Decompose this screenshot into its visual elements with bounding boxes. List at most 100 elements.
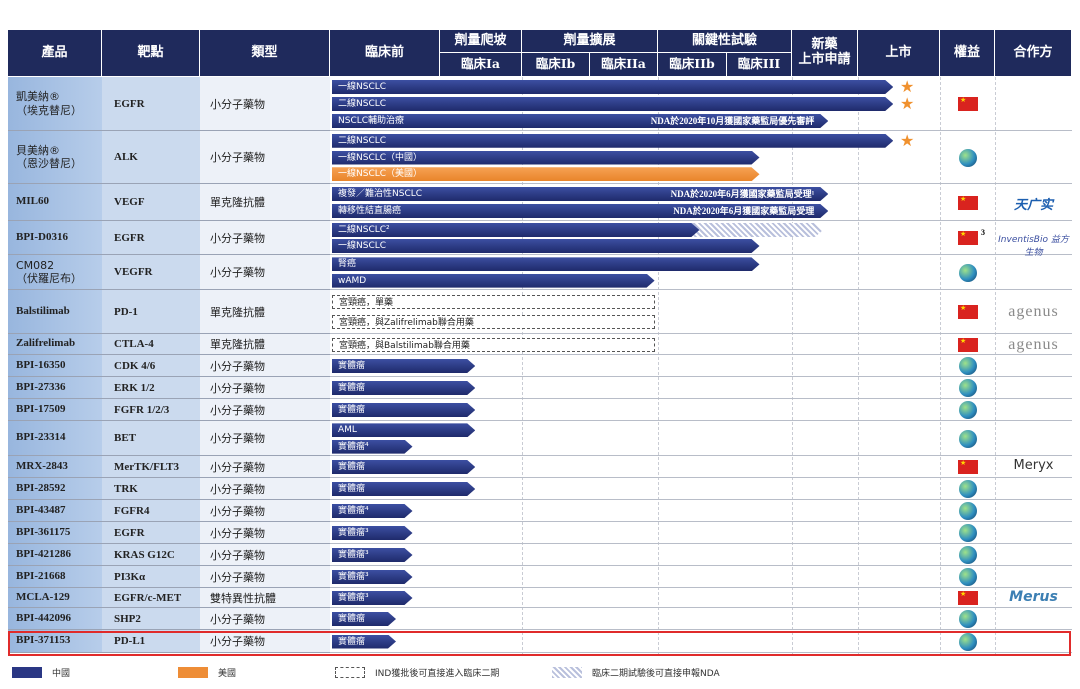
- pipeline-bar: 腎癌: [332, 257, 760, 271]
- china-flag-icon: [958, 230, 978, 245]
- drug-type: 小分子藥物: [200, 630, 330, 653]
- product-name: BPI-361175: [8, 522, 102, 544]
- china-flag-icon: [958, 337, 978, 352]
- legend-us: 美國: [178, 666, 236, 679]
- target: FGFR4: [102, 500, 200, 522]
- milestone-note: NDA於2020年10月獲國家藥監局優先審評: [650, 116, 815, 126]
- indication-label: 二線NSCLC: [338, 99, 387, 109]
- product-name: BPI-17509: [8, 399, 102, 421]
- drug-type: 單克隆抗體: [200, 334, 330, 355]
- globe-icon: [959, 429, 977, 448]
- pipeline-bar: 轉移性結直腸癌 NDA於2020年6月獲國家藥監局受理: [332, 204, 828, 218]
- pipeline-bar: wAMD: [332, 274, 655, 288]
- legend-label: 美國: [218, 669, 237, 679]
- target: EGFR/c-MET: [102, 588, 200, 608]
- drug-type: 小分子藥物: [200, 544, 330, 566]
- pipeline-bar: 二線NSCLC: [332, 134, 893, 148]
- legend-label: 中國: [52, 669, 71, 679]
- stage-divider: [858, 77, 859, 655]
- partner-logo: 天广实: [1013, 197, 1053, 213]
- row-divider: [330, 455, 1072, 456]
- indication-label: 一線NSCLC（美國）: [338, 169, 423, 180]
- row-divider: [330, 521, 1072, 522]
- pipeline-bar: 二線NSCLC²: [332, 223, 699, 237]
- legend-hatch: 臨床二期試驗後可直接申報NDA: [552, 666, 720, 679]
- target: ERK 1/2: [102, 377, 200, 399]
- indication-label: 實體瘤: [338, 636, 366, 647]
- indication-label: 宮頸癌，單藥: [339, 298, 394, 309]
- legend-label: 臨床二期試驗後可直接申報NDA: [592, 669, 720, 679]
- header-dose-escalation: 劑量爬坡: [440, 30, 522, 53]
- row-divider: [330, 543, 1072, 544]
- milestone-note: NDA於2020年6月獲國家藥監局受理¹: [670, 189, 815, 199]
- china-flag-icon: [958, 195, 978, 210]
- globe-icon: [959, 546, 977, 564]
- legend-china: 中國: [12, 666, 70, 679]
- header-product: 產品: [8, 30, 102, 77]
- indication-label: 複發／難治性NSCLC: [338, 189, 423, 199]
- header-ph-iib: 臨床IIb: [658, 53, 727, 77]
- product-name: BPI-442096: [8, 608, 102, 630]
- indication-label: 實體瘤: [338, 405, 366, 415]
- target: PI3Kα: [102, 566, 200, 588]
- target: FGFR 1/2/3: [102, 399, 200, 421]
- row-divider: [330, 607, 1072, 608]
- indication-label: 實體瘤: [338, 614, 366, 624]
- indication-label: 腎癌: [338, 259, 357, 270]
- target: EGFR: [102, 221, 200, 255]
- row-divider: [330, 477, 1072, 478]
- globe-icon: [959, 568, 977, 586]
- indication-label: 轉移性結直腸癌: [338, 206, 402, 216]
- indication-label: 宮頸癌，與Zalifrelimab聯合用藥: [339, 317, 474, 328]
- launched-star-icon: ★: [900, 77, 915, 96]
- drug-type: 單克隆抗體: [200, 290, 330, 334]
- legend-ind: IND獲批後可直接進入臨床二期: [335, 666, 499, 679]
- globe-icon: [959, 357, 977, 375]
- row-divider: [330, 587, 1072, 588]
- legend-swatch: [552, 667, 582, 678]
- legend-swatch: [335, 667, 365, 678]
- pipeline-bar: 一線NSCLC: [332, 80, 893, 94]
- row-divider: [330, 333, 1072, 334]
- footnote-mark: 3: [981, 228, 985, 237]
- pipeline-bar: 實體瘤⁴: [332, 504, 413, 518]
- china-flag-icon: [958, 96, 978, 111]
- pipeline-bar: 實體瘤: [332, 635, 396, 649]
- drug-type: 小分子藥物: [200, 522, 330, 544]
- globe-icon: [959, 148, 977, 167]
- drug-type: 小分子藥物: [200, 478, 330, 500]
- pipeline-bar: 一線NSCLC: [332, 239, 760, 253]
- row-divider: [330, 652, 1072, 653]
- product-name: BPI-27336: [8, 377, 102, 399]
- target: VEGFR: [102, 255, 200, 290]
- indication-label: 實體瘤: [338, 361, 366, 371]
- target: CDK 4/6: [102, 355, 200, 377]
- row-divider: [330, 130, 1072, 131]
- indication-label: 實體瘤: [338, 484, 366, 494]
- header-ph-iia: 臨床IIa: [590, 53, 658, 77]
- milestone-note: NDA於2020年6月獲國家藥監局受理: [673, 206, 815, 216]
- drug-type: 小分子藥物: [200, 399, 330, 421]
- globe-icon: [959, 524, 977, 542]
- drug-type: 小分子藥物: [200, 221, 330, 255]
- header-pivotal: 關鍵性試驗: [658, 30, 792, 53]
- partner-logo: InventisBio 益方生物: [998, 235, 1069, 258]
- globe-icon: [959, 379, 977, 397]
- product-name: BPI-421286: [8, 544, 102, 566]
- header-ph-ia: 臨床Ia: [440, 53, 522, 77]
- row-divider: [330, 220, 1072, 221]
- pipeline-bar: 實體瘤³: [332, 570, 413, 584]
- indication-label: 一線NSCLC（中國）: [338, 152, 423, 163]
- product-name: BPI-21668: [8, 566, 102, 588]
- row-divider: [330, 183, 1072, 184]
- header-dose-expansion: 劑量擴展: [522, 30, 658, 53]
- drug-type: 小分子藥物: [200, 355, 330, 377]
- partner-logo: Merus: [1009, 589, 1058, 605]
- pipeline-bar: 宮頸癌，單藥: [332, 295, 655, 310]
- target: CTLA-4: [102, 334, 200, 355]
- pipeline-bar: 宮頸癌，與Balstilimab聯合用藥: [332, 337, 655, 352]
- globe-icon: [959, 480, 977, 498]
- product-name: BPI-23314: [8, 421, 102, 456]
- target: BET: [102, 421, 200, 456]
- indication-label: 實體瘤³: [338, 528, 369, 538]
